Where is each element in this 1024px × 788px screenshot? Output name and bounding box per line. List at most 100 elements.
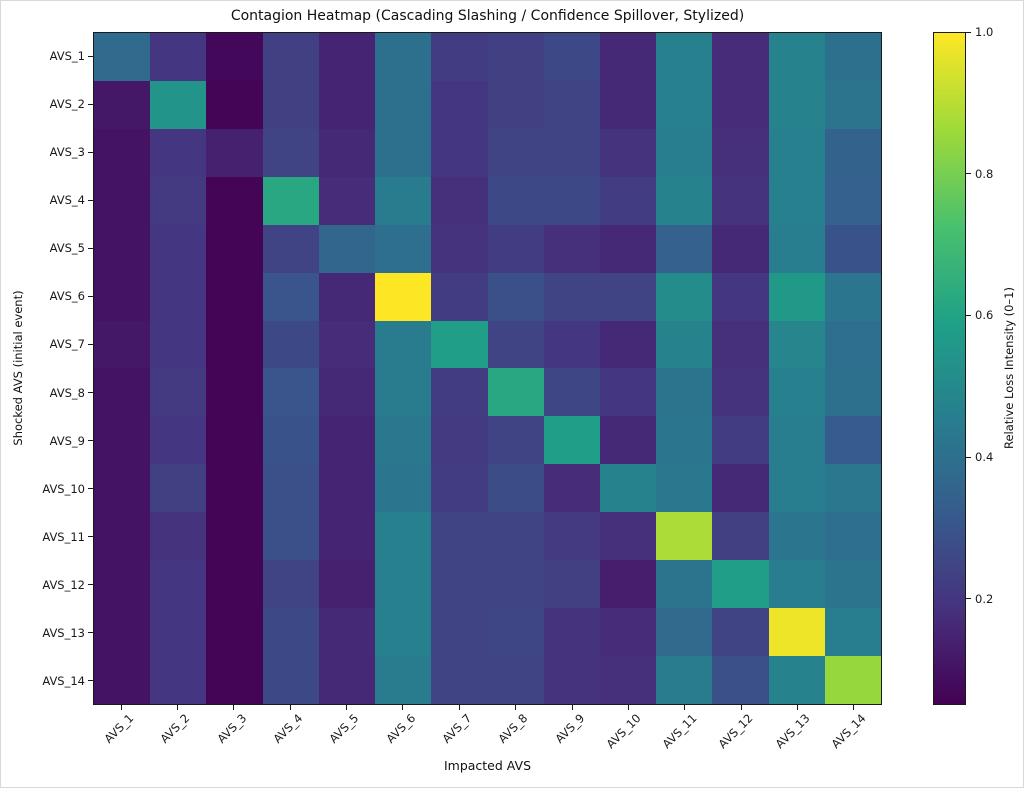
heatmap-cell-AVS_9-AVS_3 [206,416,263,465]
heatmap-cell-AVS_8-AVS_14 [824,368,881,417]
y-tick-mark [88,55,93,57]
heatmap-cell-AVS_10-AVS_7 [431,464,488,513]
x-tick-label-AVS_14: AVS_14 [828,711,869,752]
heatmap-cell-AVS_7-AVS_8 [487,320,544,369]
heatmap-cell-AVS_3-AVS_12 [712,128,769,177]
colorbar-tick-mark [966,456,971,458]
heatmap-cell-AVS_11-AVS_5 [318,512,376,561]
heatmap-cell-AVS_1-AVS_7 [431,33,488,81]
heatmap-cell-AVS_1-AVS_2 [150,33,207,81]
heatmap-cell-AVS_7-AVS_3 [206,320,263,369]
heatmap-cell-AVS_3-AVS_10 [599,128,657,177]
heatmap-cell-AVS_5-AVS_1 [94,224,151,273]
y-tick-mark [88,343,93,345]
y-tick-mark [88,536,93,538]
colorbar-tick-mark [966,173,971,175]
heatmap-cell-AVS_9-AVS_6 [375,416,432,465]
x-tick-label-AVS_4: AVS_4 [270,711,306,746]
heatmap-cell-AVS_12-AVS_5 [318,560,376,609]
heatmap-cell-AVS_13-AVS_11 [656,608,713,657]
heatmap-cell-AVS_1-AVS_14 [824,33,881,81]
heatmap-cell-AVS_6-AVS_11 [656,272,713,321]
y-tick-mark [88,199,93,201]
x-tick-label-AVS_2: AVS_2 [157,711,193,746]
x-tick-mark [571,705,573,710]
heatmap-cell-AVS_9-AVS_5 [318,416,376,465]
heatmap-cell-AVS_7-AVS_2 [150,320,207,369]
heatmap-cell-AVS_13-AVS_7 [431,608,488,657]
heatmap-cell-AVS_6-AVS_5 [318,272,376,321]
heatmap-cell-AVS_4-AVS_4 [262,176,319,225]
colorbar-tick-label-0.4: 0.4 [975,450,994,465]
colorbar-tick-label-0.8: 0.8 [975,166,994,181]
heatmap-cell-AVS_14-AVS_5 [318,656,376,704]
colorbar-tick-mark [966,598,971,600]
heatmap-cell-AVS_13-AVS_1 [94,608,151,657]
heatmap-cell-AVS_8-AVS_12 [712,368,769,417]
heatmap-cell-AVS_2-AVS_13 [768,80,825,129]
heatmap-cell-AVS_14-AVS_6 [375,656,432,704]
colorbar-tick-label-0.2: 0.2 [975,591,994,606]
heatmap-cell-AVS_11-AVS_14 [824,512,881,561]
heatmap-cell-AVS_6-AVS_14 [824,272,881,321]
heatmap-cell-AVS_1-AVS_5 [318,33,376,81]
heatmap-cell-AVS_10-AVS_5 [318,464,376,513]
x-tick-label-AVS_5: AVS_5 [326,711,362,746]
heatmap-plot-area [93,32,882,705]
heatmap-cell-AVS_14-AVS_3 [206,656,263,704]
y-tick-label-AVS_11: AVS_11 [42,529,85,544]
heatmap-cell-AVS_2-AVS_6 [375,80,432,129]
heatmap-cell-AVS_12-AVS_12 [712,560,769,609]
heatmap-cell-AVS_3-AVS_2 [150,128,207,177]
heatmap-cell-AVS_14-AVS_7 [431,656,488,704]
heatmap-cell-AVS_1-AVS_3 [206,33,263,81]
heatmap-cell-AVS_11-AVS_3 [206,512,263,561]
heatmap-cell-AVS_1-AVS_8 [487,33,544,81]
heatmap-cell-AVS_2-AVS_14 [824,80,881,129]
heatmap-cell-AVS_7-AVS_6 [375,320,432,369]
x-tick-mark [740,705,742,710]
heatmap-cell-AVS_12-AVS_3 [206,560,263,609]
y-tick-label-AVS_5: AVS_5 [49,241,85,256]
heatmap-cell-AVS_3-AVS_4 [262,128,319,177]
heatmap-cell-AVS_13-AVS_10 [599,608,657,657]
heatmap-cell-AVS_4-AVS_2 [150,176,207,225]
heatmap-cell-AVS_6-AVS_10 [599,272,657,321]
heatmap-cell-AVS_5-AVS_13 [768,224,825,273]
x-tick-label-AVS_1: AVS_1 [101,711,137,746]
heatmap-cell-AVS_2-AVS_1 [94,80,151,129]
x-tick-mark [120,705,122,710]
heatmap-cell-AVS_5-AVS_3 [206,224,263,273]
heatmap-cell-AVS_6-AVS_2 [150,272,207,321]
heatmap-cell-AVS_12-AVS_1 [94,560,151,609]
y-tick-label-AVS_12: AVS_12 [42,577,85,592]
heatmap-cell-AVS_9-AVS_1 [94,416,151,465]
heatmap-cell-AVS_8-AVS_2 [150,368,207,417]
colorbar-title: Relative Loss Intensity (0–1) [1002,287,1016,449]
heatmap-cell-AVS_10-AVS_14 [824,464,881,513]
heatmap-cell-AVS_12-AVS_9 [543,560,600,609]
heatmap-cell-AVS_14-AVS_8 [487,656,544,704]
heatmap-cell-AVS_1-AVS_4 [262,33,319,81]
heatmap-cell-AVS_6-AVS_4 [262,272,319,321]
heatmap-cell-AVS_2-AVS_4 [262,80,319,129]
colorbar [933,32,966,705]
heatmap-cell-AVS_7-AVS_7 [431,320,488,369]
y-tick-mark [88,295,93,297]
heatmap-cell-AVS_1-AVS_10 [599,33,657,81]
heatmap-cell-AVS_2-AVS_11 [656,80,713,129]
heatmap-cell-AVS_2-AVS_10 [599,80,657,129]
heatmap-cell-AVS_8-AVS_8 [487,368,544,417]
heatmap-cell-AVS_10-AVS_10 [599,464,657,513]
heatmap-cell-AVS_3-AVS_3 [206,128,263,177]
heatmap-cell-AVS_2-AVS_7 [431,80,488,129]
x-tick-label-AVS_10: AVS_10 [603,711,644,752]
heatmap-cell-AVS_8-AVS_11 [656,368,713,417]
heatmap-cell-AVS_10-AVS_9 [543,464,600,513]
heatmap-cell-AVS_12-AVS_14 [824,560,881,609]
heatmap-cell-AVS_10-AVS_13 [768,464,825,513]
heatmap-cell-AVS_4-AVS_10 [599,176,657,225]
heatmap-cell-AVS_3-AVS_7 [431,128,488,177]
heatmap-cell-AVS_4-AVS_7 [431,176,488,225]
